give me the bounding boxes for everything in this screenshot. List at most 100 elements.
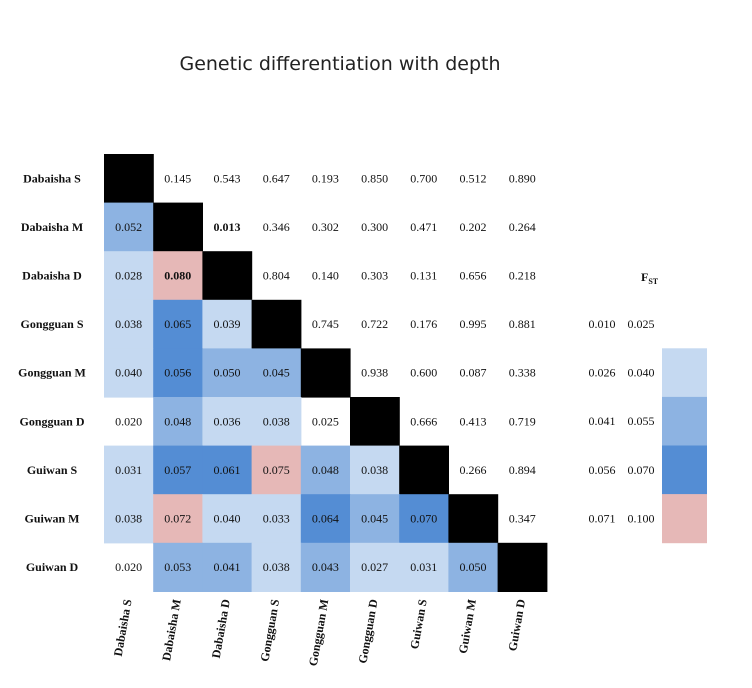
fst-value-label: 0.061 (214, 463, 241, 477)
fst-value-label: 0.075 (263, 463, 290, 477)
legend-bin-low: 0.071 (589, 511, 616, 525)
heatmap-cell (104, 445, 154, 495)
fst-value-label: 0.048 (312, 463, 339, 477)
p-value-label: 0.218 (509, 269, 536, 283)
legend-swatch (662, 445, 707, 495)
p-value-label: 0.647 (263, 171, 290, 185)
fst-value-label: 0.070 (410, 512, 437, 526)
p-value-label: 0.881 (509, 317, 536, 331)
p-value-label: 0.745 (312, 317, 339, 331)
diagonal-cell (497, 542, 548, 592)
legend-bin-low: 0.056 (589, 463, 616, 477)
heatmap-cell (448, 542, 499, 592)
fst-value-label: 0.031 (115, 463, 142, 477)
heatmap-cell (153, 397, 203, 447)
p-value-label: 0.543 (214, 171, 241, 185)
heatmap-cell (153, 494, 203, 544)
fst-value-label: 0.045 (263, 366, 290, 380)
column-label: Dabaisha D (209, 598, 233, 660)
heatmap-cell (399, 542, 449, 592)
fst-value-label: 0.064 (312, 512, 339, 526)
p-value-label: 0.264 (509, 220, 536, 234)
heatmap-cell (153, 251, 203, 301)
diagonal-cell (153, 202, 203, 252)
row-label: Gongguan D (19, 414, 84, 428)
legend-bin-low: 0.026 (589, 366, 616, 380)
heatmap-cell (300, 445, 351, 495)
p-value-label: 0.804 (263, 269, 290, 283)
fst-value-label: 0.038 (115, 317, 142, 331)
fst-value-label: 0.056 (164, 366, 191, 380)
fst-value-label: 0.041 (214, 560, 241, 574)
fst-value-label: 0.038 (115, 512, 142, 526)
row-label: Gongguan S (20, 317, 83, 331)
p-value-label: 0.719 (509, 414, 536, 428)
fst-value-label: 0.040 (115, 366, 142, 380)
p-value-label: 0.700 (410, 171, 437, 185)
legend-bin-low: 0.041 (589, 414, 616, 428)
heatmap-cell (202, 494, 253, 544)
row-label: Guiwan D (26, 560, 79, 574)
p-value-label: 0.471 (410, 220, 437, 234)
legend-title: FST (641, 270, 659, 286)
heatmap-cell (202, 542, 253, 592)
p-value-label: 0.145 (164, 171, 191, 185)
column-label: Guiwan D (505, 598, 528, 652)
heatmap-cell (153, 299, 203, 349)
fst-value-label: 0.050 (460, 560, 487, 574)
diagonal-cell (448, 494, 499, 544)
legend-bin-low: 0.010 (589, 317, 616, 331)
p-value-label: 0.266 (460, 463, 487, 477)
heatmap-cell (251, 542, 302, 592)
fst-value-label: 0.031 (410, 560, 437, 574)
heatmap-cell (153, 542, 203, 592)
p-value-label: 0.894 (509, 463, 536, 477)
heatmap-cell (153, 348, 203, 398)
fst-value-label: 0.065 (164, 317, 191, 331)
heatmap-cell (202, 397, 253, 447)
row-labels: Dabaisha S Dabaisha M Dabaisha D Gongguan S… (18, 171, 86, 574)
fst-value-label: 0.072 (164, 512, 191, 526)
row-label: Dabaisha M (21, 220, 83, 234)
p-value-label: 0.890 (509, 171, 536, 185)
p-value-label: 0.303 (361, 269, 388, 283)
fst-value-label: 0.043 (312, 560, 339, 574)
heatmap-cell (300, 542, 351, 592)
legend-swatch (662, 494, 707, 544)
legend-title-main: F (641, 270, 648, 284)
fst-value-label: 0.050 (214, 366, 241, 380)
fst-value-label: 0.028 (115, 269, 142, 283)
diagonal-cell (350, 397, 400, 447)
legend-bin-high: 0.055 (628, 414, 655, 428)
column-label: Dabaisha M (159, 598, 184, 662)
fst-value-label: 0.045 (361, 512, 388, 526)
legend-bin-high: 0.070 (628, 463, 655, 477)
column-label: Gongguan M (306, 598, 332, 667)
p-value-label: 0.193 (312, 171, 339, 185)
p-value-label: 0.938 (361, 366, 388, 380)
p-value-label: 0.666 (410, 414, 437, 428)
legend-bin-high: 0.040 (628, 366, 655, 380)
legend-swatch (662, 348, 707, 398)
row-label: Guiwan M (24, 512, 79, 526)
heatmap-cell (350, 445, 400, 495)
heatmap-cell (104, 299, 154, 349)
p-value-label: 0.302 (312, 220, 339, 234)
fst-value-label: 0.052 (115, 220, 142, 234)
fst-value-label: 0.036 (214, 414, 241, 428)
p-value-label: 0.600 (410, 366, 437, 380)
row-label: Guiwan S (27, 463, 78, 477)
fst-value-label: 0.057 (164, 463, 191, 477)
row-label: Gongguan M (18, 366, 86, 380)
diagonal-cell (251, 299, 302, 349)
p-value-label: 0.176 (410, 317, 437, 331)
fst-value-label: 0.038 (263, 414, 290, 428)
heatmap-cell (104, 202, 154, 252)
heatmap-cell (202, 299, 253, 349)
heatmap-cell (251, 348, 302, 398)
fst-value-label: 0.039 (214, 317, 241, 331)
heatmap-cell (399, 494, 449, 544)
column-label: Gongguan S (257, 598, 282, 663)
